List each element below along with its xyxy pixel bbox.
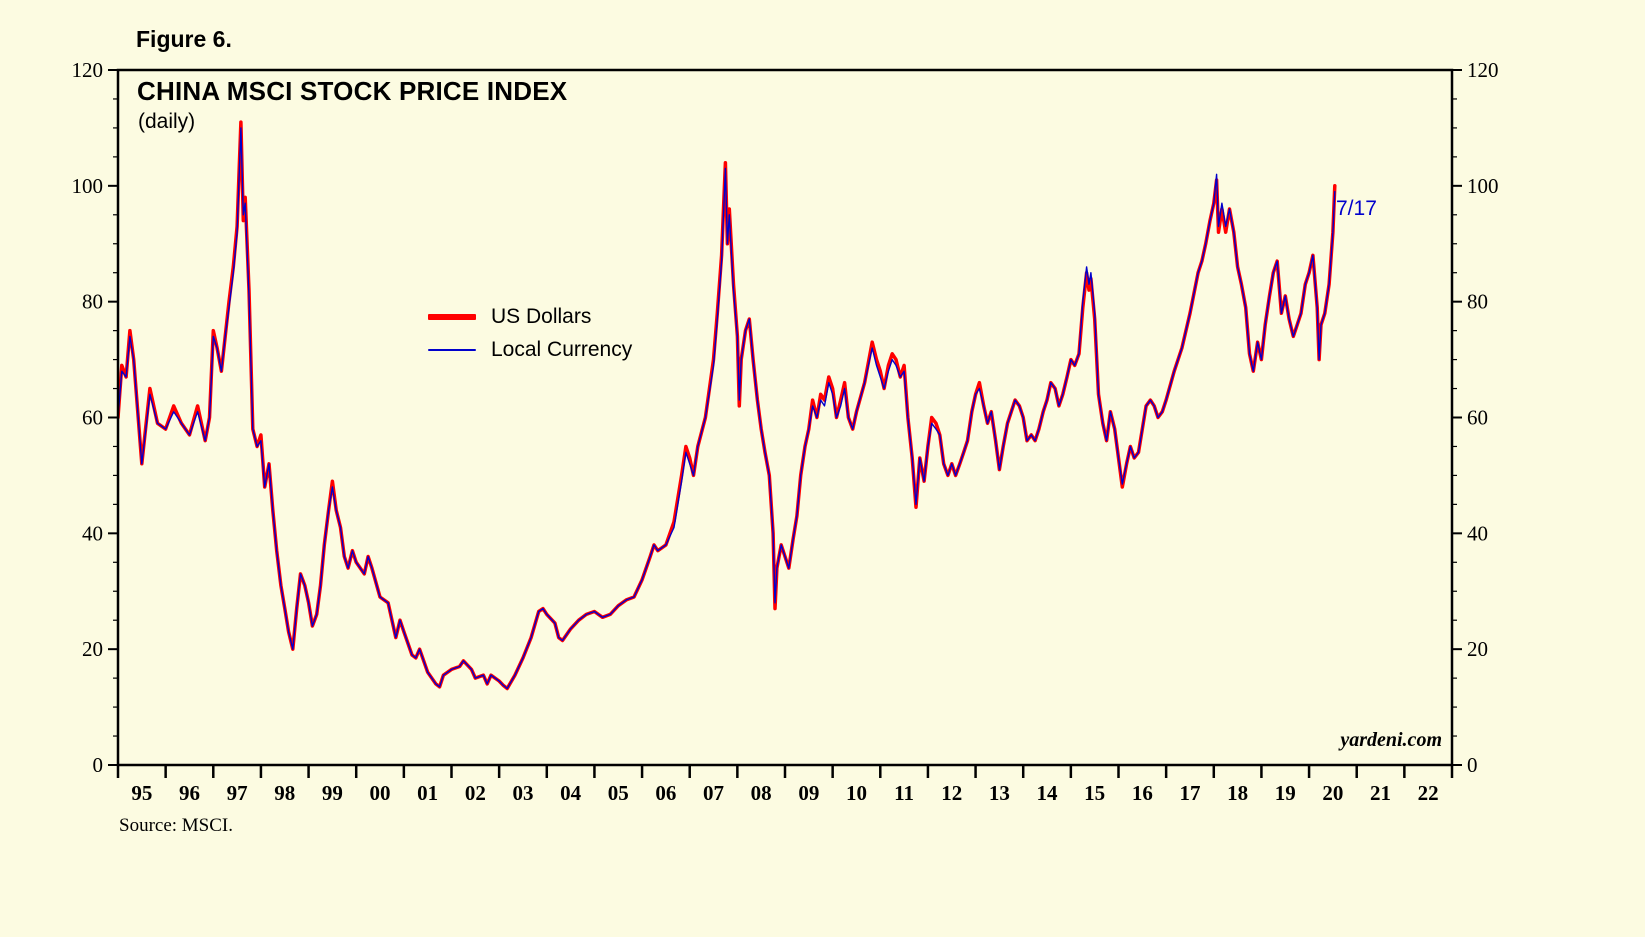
x-axis-year-label: 98	[274, 781, 295, 805]
y-axis-label-left: 100	[72, 174, 104, 198]
y-axis-label-left: 80	[82, 290, 103, 314]
local-currency-series-line	[118, 127, 1336, 690]
x-axis-year-label: 02	[465, 781, 486, 805]
y-axis-label-right: 120	[1467, 58, 1499, 82]
x-axis-year-label: 08	[751, 781, 772, 805]
y-axis-label-right: 80	[1467, 290, 1488, 314]
plot-border	[116, 68, 1454, 767]
legend-item-local-currency: Local Currency	[428, 333, 632, 366]
local-currency-line-swatch	[428, 348, 476, 351]
usd-line-swatch	[428, 313, 476, 320]
x-axis-year-label: 15	[1084, 781, 1105, 805]
x-axis-year-label: 14	[1037, 781, 1059, 805]
y-axis-label-right: 20	[1467, 637, 1488, 661]
x-axis-year-label: 13	[989, 781, 1010, 805]
x-axis-year-label: 04	[560, 781, 582, 805]
x-axis-year-label: 12	[941, 781, 962, 805]
y-axis-label-left: 60	[82, 406, 103, 430]
legend-label-us-dollars: US Dollars	[491, 304, 592, 328]
y-axis-label-right: 60	[1467, 406, 1488, 430]
yardeni-watermark: yardeni.com	[1340, 729, 1442, 751]
plot-area	[118, 70, 1452, 765]
x-axis-year-label: 97	[227, 781, 248, 805]
x-axis-year-label: 11	[894, 781, 914, 805]
last-date-annotation: 7/17	[1336, 197, 1377, 220]
legend-label-local-currency: Local Currency	[491, 337, 633, 361]
x-axis-year-label: 99	[322, 781, 343, 805]
x-axis-year-label: 22	[1418, 781, 1439, 805]
legend: US Dollars Local Currency	[428, 300, 632, 366]
x-axis-year-label: 06	[655, 781, 676, 805]
y-axis-label-left: 20	[82, 637, 103, 661]
x-axis-year-label: 03	[512, 781, 533, 805]
x-axis-year-label: 09	[798, 781, 819, 805]
x-axis-year-label: 19	[1275, 781, 1296, 805]
chart-title: CHINA MSCI STOCK PRICE INDEX	[137, 76, 568, 106]
y-axis-label-left: 0	[93, 753, 104, 777]
x-axis-year-label: 96	[179, 781, 200, 805]
y-axis-label-right: 40	[1467, 521, 1488, 545]
legend-item-us-dollars: US Dollars	[428, 300, 632, 333]
figure-label: Figure 6.	[136, 26, 232, 52]
source-note: Source: MSCI.	[119, 815, 233, 836]
x-axis-year-label: 20	[1322, 781, 1343, 805]
x-axis-year-label: 17	[1179, 781, 1200, 805]
x-axis-year-label: 95	[131, 781, 152, 805]
x-axis-year-label: 21	[1370, 781, 1391, 805]
x-axis-year-label: 05	[608, 781, 629, 805]
y-axis-label-left: 40	[82, 521, 103, 545]
x-axis-year-label: 10	[846, 781, 867, 805]
y-axis-label-right: 0	[1467, 753, 1478, 777]
y-axis-label-left: 120	[72, 58, 104, 82]
y-axis-label-right: 100	[1467, 174, 1499, 198]
x-axis-year-label: 07	[703, 781, 724, 805]
chart-subtitle: (daily)	[138, 110, 196, 133]
x-axis-year-label: 16	[1132, 781, 1153, 805]
x-axis-year-label: 01	[417, 781, 438, 805]
x-axis-year-label: 00	[370, 781, 391, 805]
x-axis-year-label: 18	[1227, 781, 1248, 805]
